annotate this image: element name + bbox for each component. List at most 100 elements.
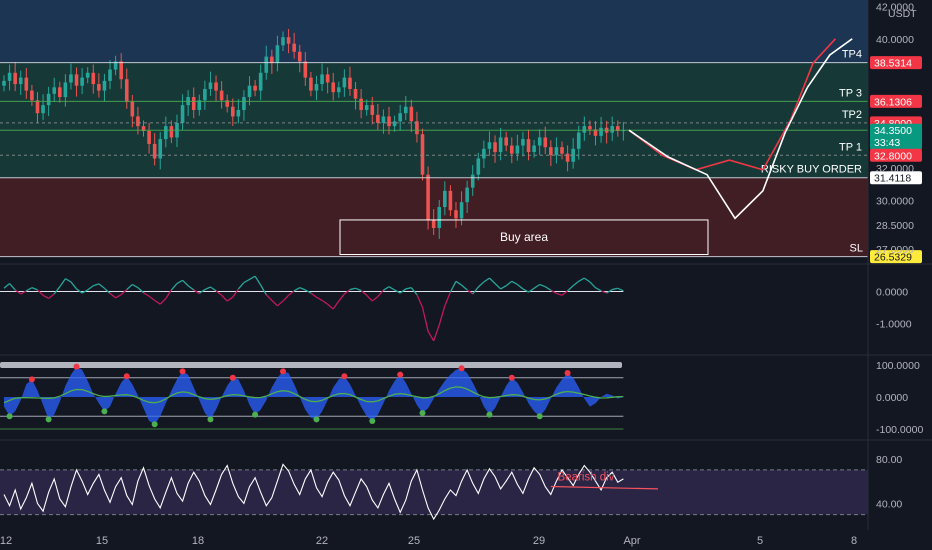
osc-segment	[126, 283, 133, 291]
candle-body	[443, 190, 447, 208]
candle-body	[102, 80, 107, 91]
trough-dot	[536, 413, 543, 420]
osc-segment	[237, 282, 245, 290]
candle-body	[509, 145, 514, 154]
osc-segment	[455, 280, 462, 286]
axis-tick-label: 0.0000	[876, 392, 908, 404]
osc-segment	[427, 330, 435, 342]
top-band	[0, 362, 622, 368]
candle-body	[253, 85, 257, 91]
candle-body	[275, 45, 280, 64]
time-tick-label: 8	[851, 535, 857, 547]
osc-segment	[355, 287, 362, 292]
osc-segment	[98, 283, 105, 289]
osc-segment	[360, 290, 368, 296]
osc-segment	[232, 288, 239, 298]
candle-body	[320, 74, 324, 85]
candle-body	[230, 106, 235, 117]
candle-body	[426, 174, 430, 220]
candle-body	[370, 105, 375, 115]
candle-body	[236, 109, 241, 117]
candle-body	[258, 72, 263, 91]
candle-body	[286, 37, 291, 44]
price-tag-value: 38.5314	[874, 58, 912, 70]
axis-tick-label: -100.0000	[876, 424, 923, 436]
osc-segment	[449, 280, 457, 293]
trough-dot	[486, 411, 493, 418]
peak-dot	[341, 373, 348, 380]
candle-body	[141, 126, 146, 131]
trough-dot	[313, 416, 320, 423]
candle-body	[342, 77, 347, 88]
candle-body	[476, 158, 481, 175]
profit-zone	[0, 62, 868, 178]
price-tag	[870, 94, 922, 108]
candle-body	[576, 132, 581, 149]
axis-tick-label: -1.0000	[876, 318, 912, 330]
trough-dot	[207, 416, 214, 423]
osc-segment	[600, 290, 607, 294]
buy-area-box	[339, 219, 709, 256]
osc-segment	[410, 287, 418, 296]
candle-body	[270, 56, 274, 64]
candle-body	[459, 202, 464, 219]
oscillator-pane-1: 0.0000 -1.0000	[0, 275, 912, 342]
osc-segment	[76, 288, 83, 294]
divergence-line	[550, 485, 659, 490]
oscillator-pane-2: 100.0000 0.0000 -100.0000	[0, 360, 923, 436]
candle-body	[203, 88, 207, 101]
osc-segment	[438, 305, 446, 326]
osc-segment	[132, 283, 139, 289]
osc-segment	[31, 287, 38, 291]
price-tag	[870, 56, 922, 70]
osc-segment	[120, 289, 128, 296]
osc-segment	[500, 285, 507, 290]
axis-tick-label: 27.0000	[876, 244, 914, 256]
candle-body	[130, 101, 135, 117]
osc-segment	[444, 291, 452, 307]
candle-body	[97, 84, 101, 91]
osc-area	[4, 366, 624, 425]
candle-body	[13, 72, 17, 85]
candle-body	[119, 61, 123, 80]
time-tick-label: 15	[96, 535, 108, 547]
osc-segment	[349, 287, 356, 291]
level-label: TP 1	[839, 141, 862, 153]
osc-segment	[316, 296, 323, 301]
osc-segment	[544, 286, 552, 291]
candle-body	[348, 77, 352, 89]
time-tick-label: Apr	[623, 535, 640, 547]
osc-segment	[159, 298, 167, 305]
time-tick-label: 25	[408, 535, 420, 547]
candle-body	[113, 61, 118, 70]
osc-segment	[338, 293, 345, 302]
candle-body	[309, 77, 313, 91]
osc-segment	[104, 287, 111, 294]
osc-segment	[198, 289, 206, 294]
osc-segment	[606, 289, 613, 294]
candle-body	[448, 190, 453, 211]
candle-body	[465, 187, 469, 203]
osc-segment	[48, 293, 55, 299]
osc-segment	[612, 287, 618, 291]
trough-dot	[252, 411, 259, 418]
axis-tick-label: 0.0000	[876, 286, 908, 298]
candle-body	[487, 142, 492, 149]
osc-segment	[42, 294, 49, 300]
currency-label: USDT	[888, 8, 917, 20]
candle-body	[314, 84, 319, 91]
osc-segment	[528, 287, 535, 293]
osc-segment	[371, 296, 379, 302]
price-tag-value: 36.1306	[874, 96, 912, 108]
osc-segment	[595, 287, 602, 292]
trough-dot	[45, 416, 52, 423]
osc-segment	[176, 279, 183, 285]
osc-segment	[70, 281, 78, 290]
candle-body	[303, 61, 308, 78]
osc-segment	[226, 296, 234, 302]
candle-body	[85, 72, 90, 78]
osc-segment	[343, 289, 351, 295]
osc-segment	[81, 289, 89, 294]
candle-body	[593, 129, 598, 136]
